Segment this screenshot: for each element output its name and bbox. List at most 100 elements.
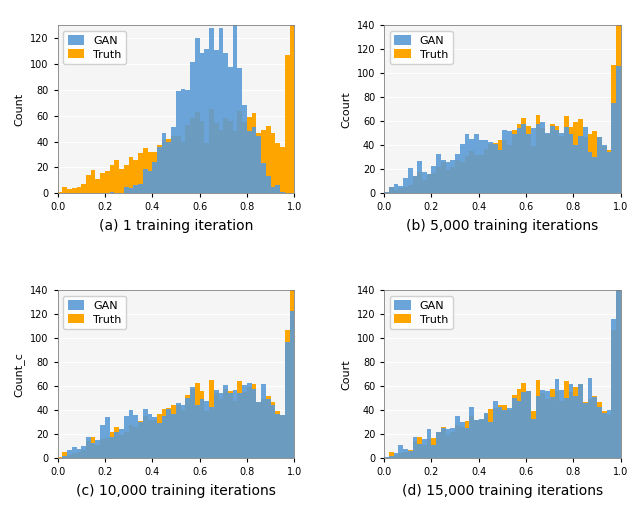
Bar [209,380,214,458]
Bar [280,415,285,458]
Bar [115,427,119,458]
Bar [77,448,81,458]
Bar [403,448,408,458]
Bar [593,131,597,193]
Bar [100,439,105,458]
Bar [289,0,294,193]
Bar [394,454,398,458]
Bar [384,457,389,458]
Bar [583,137,588,193]
Bar [427,430,431,458]
Bar [573,145,578,193]
X-axis label: (b) 5,000 training iterations: (b) 5,000 training iterations [406,219,598,233]
Bar [441,428,445,458]
Bar [261,384,266,458]
Bar [81,184,86,193]
Legend: GAN, Truth: GAN, Truth [63,31,126,64]
Bar [143,148,148,193]
Bar [242,122,247,193]
Bar [441,162,445,193]
Bar [204,49,209,193]
Bar [166,142,171,193]
Bar [550,389,554,458]
Bar [195,383,200,458]
Bar [493,143,498,193]
Bar [588,378,593,458]
Bar [138,184,143,193]
Bar [398,188,403,193]
Bar [611,65,616,193]
Bar [611,330,616,458]
Bar [384,192,389,193]
Bar [186,394,190,458]
Bar [171,136,176,193]
Bar [72,454,77,458]
Bar [431,438,436,458]
Bar [493,401,498,458]
Bar [143,409,148,458]
Bar [119,435,124,458]
Bar [403,187,408,193]
Bar [247,387,252,458]
Bar [275,143,280,193]
Bar [242,385,247,458]
Bar [607,410,611,458]
Bar [502,405,508,458]
Bar [593,397,597,458]
Bar [138,422,143,458]
Bar [186,90,190,193]
Bar [445,430,451,458]
Bar [578,384,583,458]
Bar [190,118,195,193]
Bar [526,126,531,193]
Bar [67,450,72,458]
Bar [573,387,578,458]
Bar [536,115,540,193]
Bar [171,127,176,193]
Bar [512,398,516,458]
Bar [228,121,233,193]
Bar [493,144,498,193]
Bar [408,168,413,193]
Bar [474,134,479,193]
Legend: GAN, Truth: GAN, Truth [63,296,126,329]
Bar [588,152,593,193]
Bar [408,451,413,458]
Bar [436,432,441,458]
Bar [484,140,488,193]
Bar [72,447,77,458]
Bar [516,389,522,458]
Bar [488,142,493,193]
Bar [62,187,67,193]
Y-axis label: Court: Court [341,359,351,389]
Bar [186,125,190,193]
Bar [190,387,195,458]
Bar [133,185,138,193]
Bar [200,391,204,458]
Bar [58,192,62,193]
Bar [257,136,261,193]
Bar [573,123,578,193]
Bar [171,414,176,458]
Bar [417,161,422,193]
Bar [223,118,228,193]
Bar [422,439,427,458]
Bar [394,184,398,193]
Bar [522,124,526,193]
Bar [275,185,280,193]
Bar [417,437,422,458]
Bar [526,391,531,458]
Bar [616,286,621,458]
Bar [445,171,451,193]
Bar [602,147,607,193]
Bar [62,452,67,458]
Bar [261,130,266,193]
Bar [545,400,550,458]
Bar [469,151,474,193]
Bar [540,393,545,458]
Bar [285,342,289,458]
Bar [564,398,569,458]
X-axis label: (d) 15,000 training iterations: (d) 15,000 training iterations [402,484,603,498]
Bar [512,394,516,458]
Bar [413,437,417,458]
